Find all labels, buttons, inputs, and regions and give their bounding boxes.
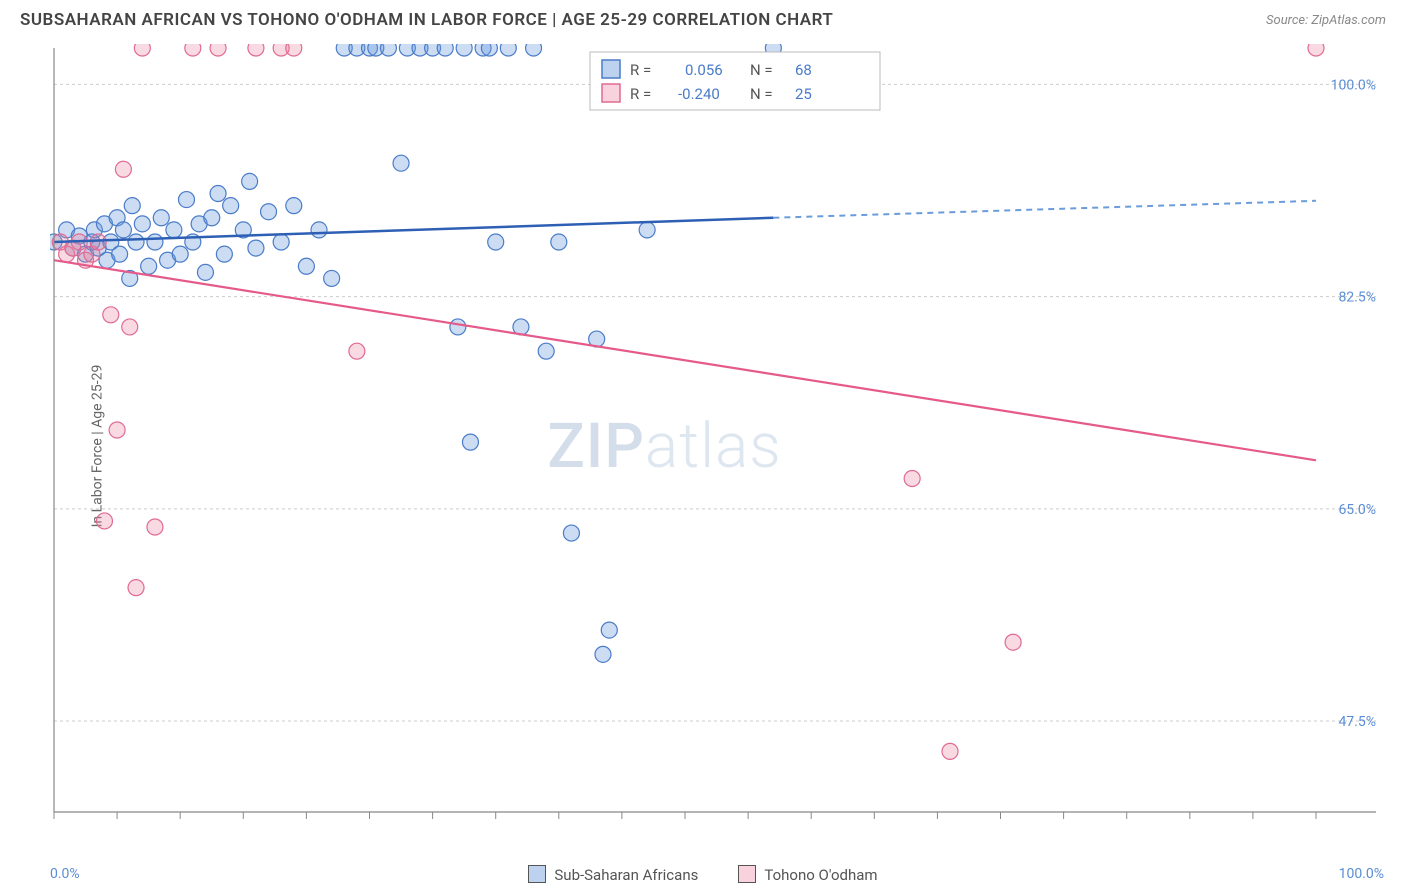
svg-text:100.0%: 100.0% <box>1331 77 1376 93</box>
svg-text:65.0%: 65.0% <box>1338 502 1376 518</box>
svg-text:R =: R = <box>630 61 651 79</box>
svg-text:N =: N = <box>750 85 773 103</box>
scatter-chart: 47.5% 65.0% 82.5% 100.0% ZIPatlas R = 0.056 N =… <box>50 44 1386 842</box>
svg-text:47.5%: 47.5% <box>1338 714 1376 730</box>
svg-text:68: 68 <box>795 61 812 79</box>
legend-item-blue: Sub-Saharan Africans <box>528 865 698 884</box>
svg-text:25: 25 <box>795 85 812 103</box>
svg-text:82.5%: 82.5% <box>1338 290 1376 306</box>
svg-text:0.056: 0.056 <box>685 61 723 79</box>
svg-text:ZIPatlas: ZIPatlas <box>547 410 781 483</box>
legend-swatch-blue <box>528 865 546 883</box>
svg-text:R =: R = <box>630 85 651 103</box>
chart-area: 47.5% 65.0% 82.5% 100.0% ZIPatlas R = 0.056 N =… <box>50 44 1386 842</box>
legend-swatch-pink <box>738 865 756 883</box>
legend-item-pink: Tohono O'odham <box>738 865 877 884</box>
svg-text:N =: N = <box>750 61 773 79</box>
chart-title: SUBSAHARAN AFRICAN VS TOHONO O'ODHAM IN … <box>20 10 833 30</box>
source-label: Source: ZipAtlas.com <box>1266 13 1386 28</box>
legend-label-pink: Tohono O'odham <box>764 866 877 884</box>
legend-label-blue: Sub-Saharan Africans <box>554 866 698 884</box>
bottom-legend: Sub-Saharan Africans Tohono O'odham <box>0 865 1406 884</box>
svg-text:-0.240: -0.240 <box>678 85 720 103</box>
